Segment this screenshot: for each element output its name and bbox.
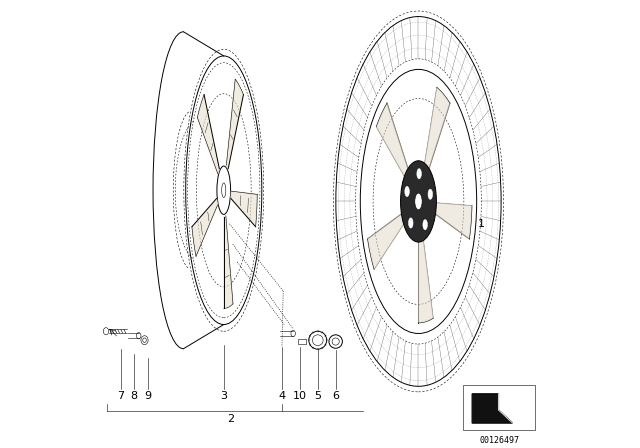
Ellipse shape (423, 220, 428, 230)
Polygon shape (197, 95, 220, 174)
Polygon shape (419, 241, 433, 323)
Text: 10: 10 (293, 391, 307, 401)
Text: 00126497: 00126497 (479, 436, 519, 445)
Text: 1: 1 (477, 219, 484, 229)
Polygon shape (424, 87, 450, 168)
Polygon shape (224, 216, 233, 308)
Text: 5: 5 (314, 391, 321, 401)
Ellipse shape (428, 189, 433, 199)
Text: 4: 4 (278, 391, 285, 401)
Text: 2: 2 (227, 414, 234, 423)
Polygon shape (376, 103, 408, 177)
Ellipse shape (401, 161, 436, 242)
Ellipse shape (417, 168, 421, 179)
Ellipse shape (415, 193, 422, 210)
Text: 3: 3 (220, 391, 227, 401)
Polygon shape (231, 191, 257, 227)
Polygon shape (367, 214, 404, 269)
Polygon shape (472, 394, 513, 423)
Text: 6: 6 (332, 391, 339, 401)
Ellipse shape (217, 166, 230, 215)
Bar (463, 385, 535, 430)
Polygon shape (227, 79, 243, 169)
Text: 8: 8 (131, 391, 138, 401)
Polygon shape (436, 203, 472, 239)
Text: 9: 9 (144, 391, 151, 401)
Text: 7: 7 (117, 391, 124, 401)
Polygon shape (192, 198, 218, 256)
Ellipse shape (405, 186, 410, 197)
Bar (298, 339, 306, 344)
Ellipse shape (408, 218, 413, 228)
